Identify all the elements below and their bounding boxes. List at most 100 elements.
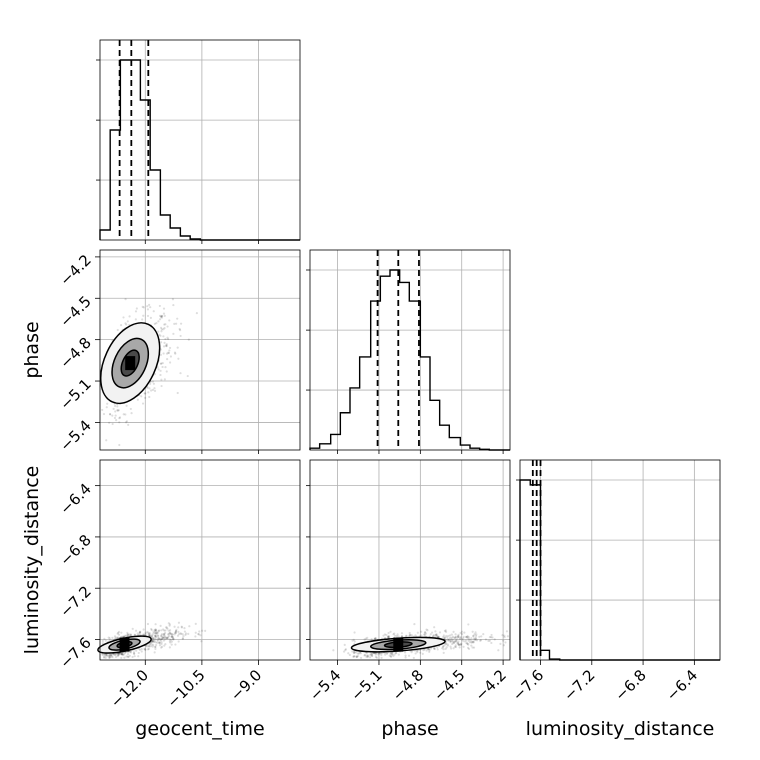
scatter-point	[117, 633, 121, 636]
scatter-point	[180, 626, 183, 629]
scatter-point	[181, 633, 184, 636]
scatter-point	[444, 643, 448, 646]
scatter-point	[169, 629, 172, 632]
scatter-point	[159, 638, 163, 641]
scatter-point	[425, 649, 428, 652]
scatter-point	[454, 636, 457, 639]
scatter-point	[465, 641, 468, 645]
scatter-point	[184, 633, 187, 636]
scatter-point	[120, 652, 124, 655]
scatter-point	[164, 629, 167, 632]
scatter-point	[491, 636, 494, 639]
scatter-point	[170, 643, 173, 646]
scatter-point	[435, 634, 438, 637]
scatter-point	[456, 634, 460, 638]
scatter-point	[148, 387, 151, 390]
scatter-point	[460, 642, 463, 645]
scatter-point	[393, 653, 396, 656]
scatter-point	[130, 412, 133, 415]
scatter-point	[353, 655, 356, 658]
scatter-point	[490, 641, 493, 645]
scatter-point	[159, 334, 162, 337]
scatter-point	[466, 637, 469, 640]
scatter-point	[470, 644, 473, 647]
scatter-point	[347, 652, 350, 655]
scatter-point	[410, 634, 413, 637]
scatter-point	[116, 654, 120, 657]
scatter-point	[505, 630, 509, 633]
scatter-point	[153, 389, 157, 393]
scatter-point	[176, 346, 179, 349]
scatter-point	[161, 365, 164, 369]
xtick-label-geocent_time-2: −9.0	[227, 666, 265, 704]
scatter-point	[141, 402, 145, 405]
scatter-point	[118, 417, 121, 420]
scatter-point	[395, 634, 398, 638]
scatter-point	[490, 633, 493, 637]
scatter-point	[444, 647, 447, 650]
scatter-point	[450, 638, 453, 641]
scatter-point	[378, 652, 381, 655]
scatter-point	[153, 651, 156, 654]
scatter-point	[183, 626, 186, 630]
scatter-point	[462, 635, 465, 638]
scatter-point	[469, 639, 472, 642]
scatter-point	[155, 632, 158, 635]
ylabel-luminosity-distance: luminosity_distance	[21, 466, 43, 655]
xtick-label-geocent_time-0: −12.0	[107, 666, 152, 711]
scatter-point	[447, 639, 450, 642]
scatter-point	[160, 316, 163, 319]
histogram-phase	[309, 269, 510, 451]
scatter-point	[124, 634, 127, 637]
scatter-point	[108, 421, 111, 424]
scatter-point	[435, 633, 438, 636]
scatter-point	[144, 633, 147, 636]
scatter-point	[131, 655, 134, 659]
scatter-point	[456, 636, 459, 639]
scatter-point	[484, 638, 488, 641]
ytick-label-luminosity_distance-2: −6.8	[56, 531, 94, 569]
scatter-point	[457, 643, 461, 647]
scatter-point	[400, 632, 404, 635]
scatter-point	[114, 414, 117, 417]
scatter-point	[146, 386, 149, 389]
scatter-point	[142, 633, 145, 636]
scatter-point	[161, 636, 165, 639]
scatter-point	[102, 655, 106, 658]
scatter-point	[356, 654, 360, 658]
scatter-point	[151, 633, 154, 636]
scatter-point	[421, 652, 424, 655]
scatter-point	[169, 632, 172, 636]
scatter-point	[365, 654, 368, 657]
scatter-point	[374, 653, 377, 656]
scatter-point	[164, 626, 168, 629]
ytick-label-phase-4: −4.2	[56, 251, 94, 289]
scatter-point	[120, 635, 123, 638]
scatter-point	[165, 343, 168, 346]
scatter-point	[124, 421, 128, 424]
scatter-point	[152, 310, 155, 313]
scatter-point	[148, 303, 151, 306]
scatter-point	[135, 307, 138, 310]
scatter-point	[357, 652, 360, 655]
scatter-point	[140, 648, 143, 651]
scatter-point	[144, 392, 147, 395]
scatter-point	[170, 640, 174, 643]
scatter-point	[163, 378, 166, 381]
scatter-point	[154, 635, 157, 638]
scatter-point	[160, 378, 163, 381]
scatter-point	[125, 323, 128, 326]
scatter-point	[355, 655, 358, 659]
scatter-point	[493, 638, 496, 641]
scatter-point	[463, 640, 466, 643]
scatter-point	[133, 633, 136, 637]
scatter-point	[165, 344, 168, 348]
scatter-point	[101, 408, 104, 412]
scatter-point	[167, 634, 171, 638]
scatter-point	[140, 395, 143, 398]
scatter-point	[124, 413, 127, 416]
scatter-point	[116, 405, 119, 408]
scatter-point	[164, 366, 167, 369]
scatter-point	[160, 633, 163, 636]
scatter-point	[388, 654, 391, 657]
